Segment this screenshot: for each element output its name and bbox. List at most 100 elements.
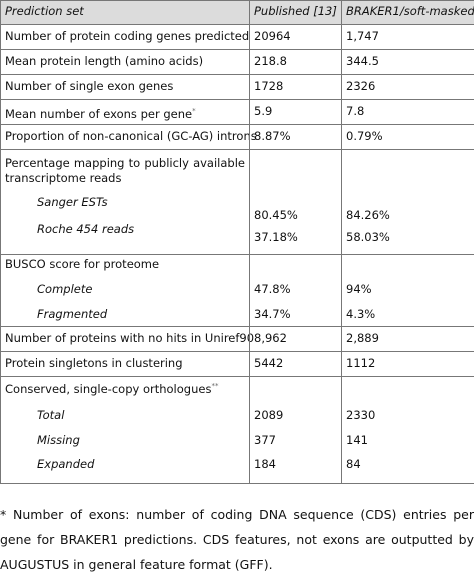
- label-cell: Percentage mapping to publicly available…: [1, 150, 249, 254]
- table-row: Proportion of non-canonical (GC-AG) intr…: [1, 124, 474, 149]
- table: Prediction set Published [13] BRAKER1/soft…: [0, 0, 474, 484]
- header-text: Published [13]: [254, 4, 337, 18]
- item-label: Sanger ESTs: [37, 195, 108, 209]
- row-label-text: Mean number of exons per gene: [5, 106, 193, 121]
- group-note: **: [211, 382, 219, 390]
- label-cell: BUSCO score for proteome Complete Fragment…: [1, 255, 249, 326]
- header-cell: Published [13]: [249, 1, 341, 24]
- value-cell: 218.8: [249, 50, 341, 74]
- item-label: Missing: [37, 433, 80, 447]
- label-cell: Mean protein length (amino acids): [1, 50, 249, 74]
- cell-value: 7.8: [346, 104, 365, 118]
- value-cell: 5.9: [249, 100, 341, 124]
- value-cell: 1,747: [341, 25, 474, 49]
- label-cell: Number of proteins with no hits in Unire…: [1, 327, 254, 351]
- cell-value: 1728: [254, 79, 284, 93]
- label-cell: Protein singletons in clustering: [1, 352, 249, 376]
- row-label-text: Number of proteins with no hits in Unire…: [5, 331, 255, 345]
- header-cell: Prediction set: [1, 1, 249, 24]
- value-cell: 47.8% 34.7%: [249, 255, 341, 326]
- item-label: Expanded: [37, 457, 95, 471]
- table-row: Number of protein coding genes predicted…: [1, 24, 474, 49]
- item-label: Complete: [37, 282, 93, 296]
- table-row: Conserved, single-copy orthologues** Tota…: [1, 376, 474, 483]
- table-row: Percentage mapping to publicly available…: [1, 149, 474, 254]
- item-label: Total: [37, 408, 65, 422]
- value-cell: 84.26% 58.03%: [341, 150, 474, 254]
- cell-value: 5.9: [254, 104, 273, 118]
- cell-value: 2326: [346, 79, 376, 93]
- value-cell: 8,962: [249, 327, 341, 351]
- value-cell: 2089 377 184: [249, 377, 341, 483]
- row-label: Proportion of non-canonical (GC-AG) intr…: [5, 129, 257, 144]
- cell-value: 184: [254, 457, 276, 471]
- group-label: BUSCO score for proteome: [5, 257, 245, 272]
- cell-value: 20964: [254, 29, 291, 43]
- cell-value: 5442: [254, 356, 284, 370]
- cell-value: 141: [346, 433, 368, 447]
- row-label: Mean protein length (amino acids): [5, 54, 245, 69]
- value-cell: 20964: [249, 25, 341, 49]
- cell-value: 84.26%: [346, 208, 390, 222]
- table-row: Protein singletons in clustering 5442 1112: [1, 351, 474, 376]
- row-note: *: [192, 107, 196, 115]
- row-label: Number of single exon genes: [5, 79, 245, 94]
- row-label: Number of proteins with no hits in Unire…: [5, 331, 254, 346]
- header-text: Prediction set: [5, 4, 84, 18]
- cell-value: 1112: [346, 356, 376, 370]
- cell-value: 2330: [346, 408, 376, 422]
- footnote: * Number of exons: number of coding DNA …: [0, 507, 474, 572]
- cell-value: 377: [254, 433, 276, 447]
- row-label-text: Protein singletons in clustering: [5, 356, 183, 370]
- table-row: Number of proteins with no hits in Unire…: [1, 326, 474, 351]
- row-label-text: Proportion of non-canonical (GC-AG) intr…: [5, 129, 257, 143]
- cell-value: 2,889: [346, 331, 379, 345]
- value-cell: 2330 141 84: [341, 377, 474, 483]
- table-row: Mean number of exons per gene* 5.9 7.8: [1, 99, 474, 124]
- row-label: Mean number of exons per gene*: [5, 104, 245, 122]
- value-cell: 94% 4.3%: [341, 255, 474, 326]
- cell-value: 4.3%: [346, 307, 376, 321]
- header-row: Prediction set Published [13] BRAKER1/soft…: [1, 1, 474, 24]
- value-cell: 8.87%: [249, 125, 341, 149]
- label-cell: Conserved, single-copy orthologues** Tota…: [1, 377, 249, 483]
- value-cell: 80.45% 37.18%: [249, 150, 341, 254]
- value-cell: 2,889: [341, 327, 474, 351]
- row-label-text: Number of single exon genes: [5, 79, 174, 93]
- row-label: Protein singletons in clustering: [5, 356, 245, 371]
- label-cell: Number of single exon genes: [1, 75, 249, 99]
- cell-value: 0.79%: [346, 129, 383, 143]
- cell-value: 58.03%: [346, 230, 390, 244]
- label-cell: Number of protein coding genes predicted: [1, 25, 249, 49]
- header-cell: BRAKER1/soft-masked: [341, 1, 474, 24]
- table-row: BUSCO score for proteome Complete Fragment…: [1, 254, 474, 326]
- label-cell: Mean number of exons per gene*: [1, 100, 249, 124]
- cell-value: 94%: [346, 282, 372, 296]
- cell-value: 80.45%: [254, 208, 298, 222]
- row-label: Number of protein coding genes predicted: [5, 29, 249, 44]
- row-label-text: Number of protein coding genes predicted: [5, 29, 250, 43]
- header-text: BRAKER1/soft-masked: [346, 4, 474, 18]
- cell-value: 218.8: [254, 54, 287, 68]
- row-label-text: Mean protein length (amino acids): [5, 54, 204, 68]
- group-label-text: Conserved, single-copy orthologues: [5, 381, 212, 396]
- value-cell: 1728: [249, 75, 341, 99]
- value-cell: 7.8: [341, 100, 474, 124]
- value-cell: 5442: [249, 352, 341, 376]
- cell-value: 344.5: [346, 54, 379, 68]
- cell-value: 37.18%: [254, 230, 298, 244]
- cell-value: 84: [346, 457, 361, 471]
- value-cell: 1112: [341, 352, 474, 376]
- group-label: Conserved, single-copy orthologues**: [5, 379, 245, 397]
- value-cell: 2326: [341, 75, 474, 99]
- label-cell: Proportion of non-canonical (GC-AG) intr…: [1, 125, 257, 149]
- cell-value: 2089: [254, 408, 284, 422]
- cell-value: 8,962: [254, 331, 287, 345]
- group-label-text: Percentage mapping to publicly available…: [5, 156, 245, 185]
- item-label: Fragmented: [37, 307, 108, 321]
- group-label: Percentage mapping to publicly available…: [5, 156, 245, 186]
- table-row: Mean protein length (amino acids) 218.8 34…: [1, 49, 474, 74]
- cell-value: 34.7%: [254, 307, 291, 321]
- table-row: Number of single exon genes 1728 2326: [1, 74, 474, 99]
